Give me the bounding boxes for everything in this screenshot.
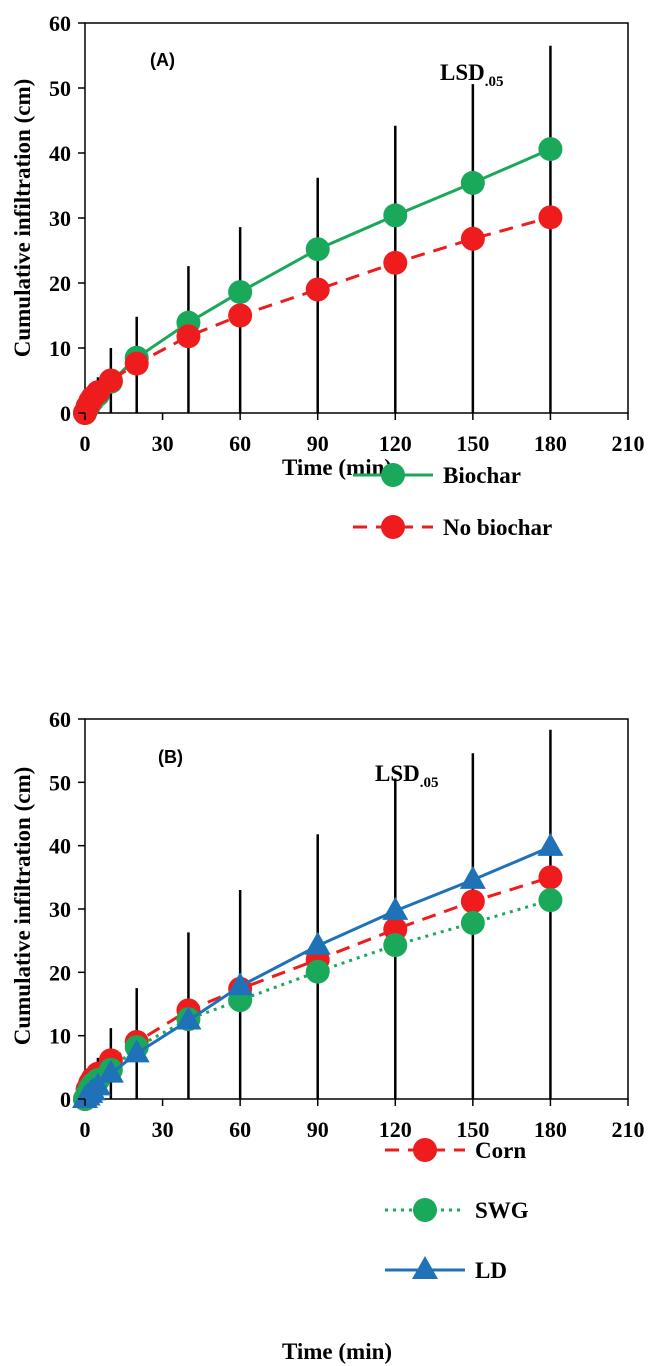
y-tick-label: 60 [49,11,71,36]
x-tick-label: 60 [229,431,251,456]
x-tick-label: 90 [307,1117,329,1142]
data-point-corn [538,865,563,890]
x-tick-label: 150 [456,431,489,456]
legend-item-corn: Corn [385,1138,526,1163]
legend-item-no-biochar: No biochar [353,515,552,540]
data-point-ld [537,832,564,856]
legend-label-biochar: Biochar [443,463,521,488]
axis-ticks: 0 30 60 90 120 150 180 210 0 10 20 30 40 50 60 [49,707,645,1142]
panel-label: (A) [150,50,175,70]
x-tick-label: 180 [534,1117,567,1142]
legend-item-swg: SWG [385,1198,529,1223]
x-tick-label: 90 [307,431,329,456]
data-point-no-biochar [124,351,149,376]
data-point-biochar [305,237,330,262]
x-tick-label: 210 [612,1117,645,1142]
data-point-ld [175,1006,202,1030]
data-point-no-biochar [305,277,330,302]
y-tick-label: 0 [60,1087,71,1112]
panel-label: (B) [158,747,183,767]
y-tick-label: 50 [49,76,71,101]
axis-ticks: 0 30 60 90 120 150 180 210 0 10 20 30 40 50 60 [49,11,645,456]
y-tick-label: 0 [60,401,71,426]
data-point-ld [97,1059,124,1083]
data-point-no-biochar [228,303,253,328]
y-axis-title: Cumulative infiltration (cm) [10,79,35,358]
x-tick-label: 60 [229,1117,251,1142]
data-point-corn [460,889,485,914]
data-point-swg [305,959,330,984]
legend-item-biochar: Biochar [353,463,521,488]
data-point-no-biochar [538,205,563,230]
series-layer [73,137,563,425]
y-tick-label: 40 [49,141,71,166]
data-point-ld [84,1072,111,1096]
x-tick-label: 120 [379,1117,412,1142]
data-point-swg [383,933,408,958]
y-tick-label: 20 [49,271,71,296]
x-tick-label: 30 [152,431,174,456]
y-tick-label: 20 [49,960,71,985]
data-point-biochar [228,280,253,305]
x-tick-label: 0 [80,1117,91,1142]
x-tick-label: 0 [80,431,91,456]
x-tick-label: 30 [152,1117,174,1142]
x-tick-label: 180 [534,431,567,456]
plot-frame [84,22,629,414]
legend-label-no-biochar: No biochar [443,515,552,540]
data-point-swg [460,910,485,935]
chart-b: 0 30 60 90 120 150 180 210 0 10 20 30 40 50 60 (B) LSD… [10,707,645,1364]
y-tick-label: 40 [49,834,71,859]
x-tick-label: 210 [612,431,645,456]
data-point-ld [382,896,409,920]
data-point-ld [123,1039,150,1063]
data-point-no-biochar [176,324,201,349]
data-point-ld [459,865,486,889]
data-point-no-biochar [383,250,408,275]
lsd-label: LSD.05 [375,761,439,791]
x-axis-title: Time (min) [282,1339,392,1364]
data-point-biochar [460,170,485,195]
y-tick-label: 10 [49,1024,71,1049]
y-tick-label: 60 [49,707,71,732]
series-layer [72,832,564,1111]
y-tick-label: 30 [49,206,71,231]
legend-item-ld: LD [385,1256,507,1283]
lsd-label: LSD.05 [440,60,504,90]
legend-label-ld: LD [475,1258,507,1283]
chart-a: 0 30 60 90 120 150 180 210 0 10 20 30 40 50 60 (A) LSD… [10,11,645,540]
data-point-swg [538,888,563,913]
legend-label-corn: Corn [475,1138,526,1163]
data-point-biochar [538,137,563,162]
legend-label-swg: SWG [475,1198,529,1223]
legend: Biochar [353,463,521,488]
y-tick-label: 10 [49,336,71,361]
y-axis-title: Cumulative infiltration (cm) [10,767,35,1046]
data-point-no-biochar [98,368,123,393]
x-tick-label: 120 [379,431,412,456]
data-point-biochar [383,203,408,228]
data-point-ld [227,972,254,996]
y-tick-label: 30 [49,897,71,922]
x-tick-label: 150 [456,1117,489,1142]
data-point-ld [304,931,331,955]
y-tick-label: 50 [49,770,71,795]
data-point-no-biochar [460,226,485,251]
